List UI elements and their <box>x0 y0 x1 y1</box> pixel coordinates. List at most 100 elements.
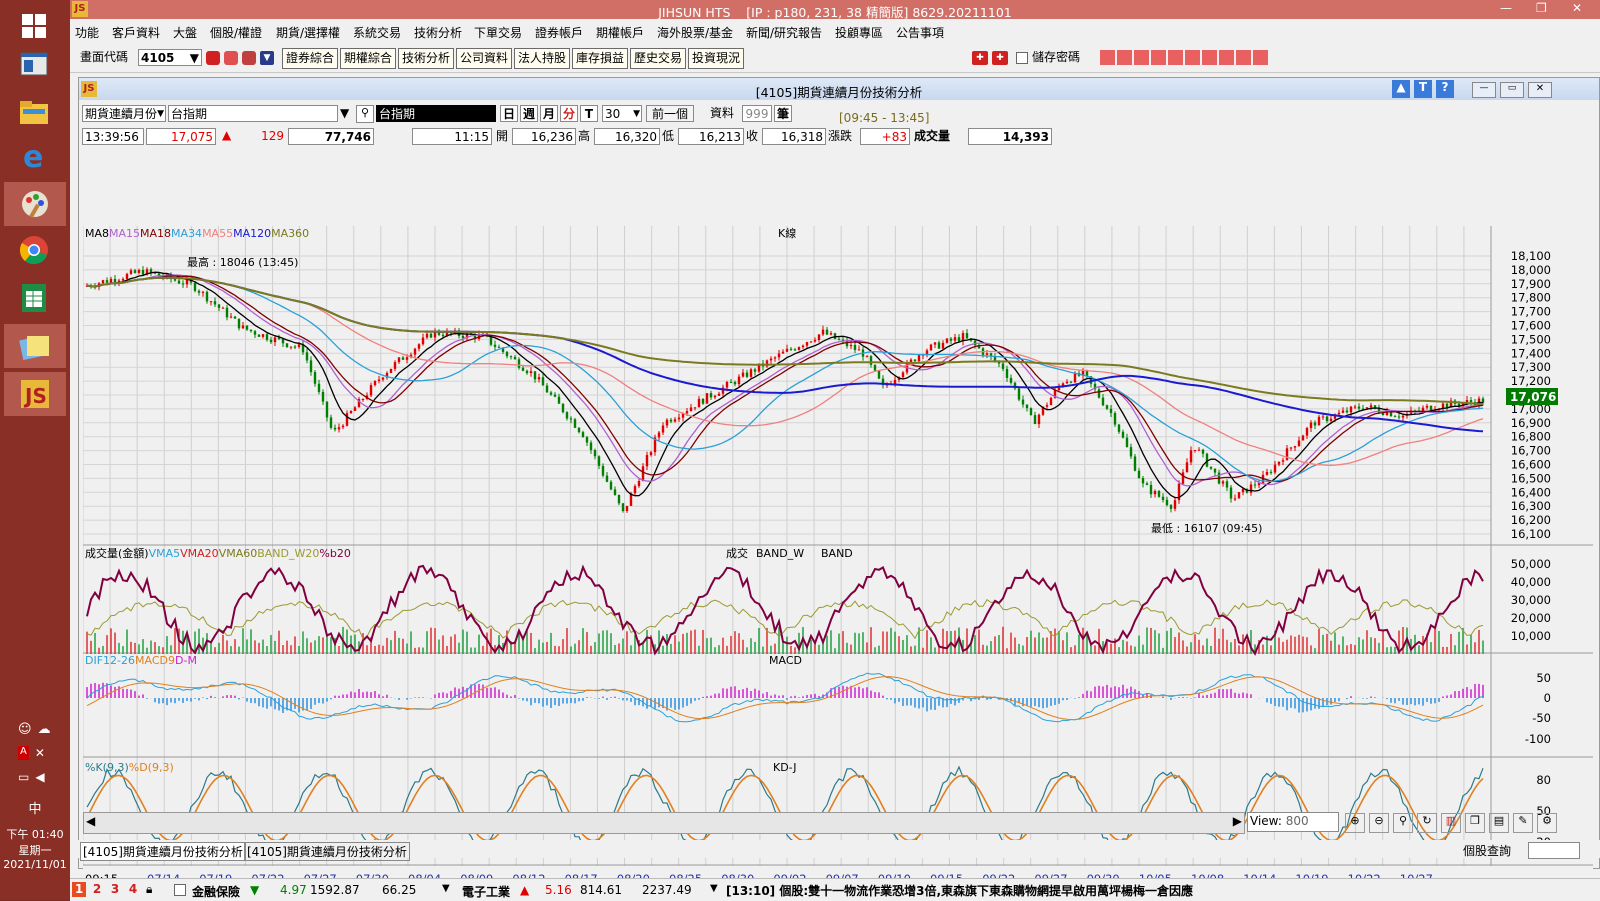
chevron-down-icon[interactable]: ▼ <box>710 883 718 894</box>
bottom-tab-2[interactable]: [4105]期貨連續月份技術分析 <box>244 842 410 861</box>
data-count-input[interactable]: 999 <box>742 105 772 122</box>
help-question-icon[interactable]: ? <box>1436 80 1454 98</box>
speaker-muted-icon[interactable]: ◀ <box>35 770 45 784</box>
menu-futures-options[interactable]: 期貨/選擇權 <box>276 26 341 40</box>
menu-securities-account[interactable]: 證券帳戶 <box>535 26 584 40</box>
interval-select[interactable]: 30 ▼ <box>602 105 642 122</box>
restore-icon[interactable]: ❐ <box>1536 1 1547 15</box>
sticky-notes-icon[interactable] <box>4 324 66 368</box>
period-week-button[interactable]: 週 <box>520 105 538 122</box>
menu-announcements[interactable]: 公告事項 <box>896 26 945 40</box>
text-icon[interactable] <box>1168 50 1183 65</box>
ime-indicator[interactable]: 中 <box>28 802 42 817</box>
minus-red-icon[interactable]: ✚ <box>992 51 1008 65</box>
window-red-icon[interactable] <box>224 51 238 65</box>
export-icon[interactable] <box>1253 50 1268 65</box>
spreadsheet-icon[interactable] <box>12 278 56 318</box>
ticker-page-4[interactable]: 4 <box>128 882 138 896</box>
menu-stock-warrant[interactable]: 個股/權證 <box>210 26 263 40</box>
chrome-icon[interactable] <box>12 230 56 270</box>
company-info-button[interactable]: 公司資料 <box>456 48 512 69</box>
arrow-up-icon[interactable]: ▲ <box>1392 80 1410 98</box>
trade-history-button[interactable]: 歷史交易 <box>630 48 686 69</box>
doc-close-icon[interactable]: ✕ <box>1528 82 1552 98</box>
dropdown-blue-icon[interactable]: ▼ <box>260 51 274 65</box>
lock-icon[interactable]: 🔒︎ <box>146 882 153 896</box>
ticker-news[interactable]: [13:10] 個股:雙十一物流作業恐增3倍,東森旗下東森購物網提早啟用萬坪楊梅… <box>726 884 1194 898</box>
ticker-checkbox[interactable] <box>174 884 186 896</box>
menu-futures-account[interactable]: 期權帳戶 <box>596 26 645 40</box>
inventory-pnl-button[interactable]: 庫存損益 <box>572 48 628 69</box>
table-icon[interactable] <box>1151 50 1166 65</box>
doc-restore-icon[interactable]: ▭ <box>1500 82 1524 98</box>
save-password-checkbox[interactable] <box>1016 52 1028 64</box>
copy-icon[interactable]: ❐ <box>1465 813 1485 833</box>
chart-icon[interactable] <box>1117 50 1132 65</box>
draw-pencil-icon[interactable]: ✎ <box>1513 813 1533 833</box>
file-explorer-icon[interactable] <box>12 92 56 132</box>
tech-analysis-button[interactable]: 技術分析 <box>398 48 454 69</box>
internet-explorer-icon[interactable]: e <box>12 136 56 176</box>
list-icon[interactable] <box>1134 50 1149 65</box>
zoom-out-icon[interactable]: ⊖ <box>1369 813 1389 833</box>
text-tool-icon[interactable]: T <box>1414 80 1432 98</box>
menu-overseas[interactable]: 海外股票/基金 <box>657 26 734 40</box>
indicator-icon[interactable]: ▥ <box>1441 813 1461 833</box>
network-off-icon[interactable]: ✕ <box>34 746 45 760</box>
menu-advisory[interactable]: 投顧專區 <box>835 26 884 40</box>
menu-market[interactable]: 大盤 <box>173 26 198 40</box>
pen-icon[interactable] <box>1100 50 1115 65</box>
chevron-down-icon[interactable]: ▼ <box>189 51 199 65</box>
layout-icon[interactable]: ▤ <box>1489 813 1509 833</box>
data-unit-button[interactable]: 筆 <box>774 105 792 122</box>
search-red-icon[interactable] <box>206 51 220 65</box>
chart-area[interactable]: MA8MA15MA18MA34MA55MA120MA360 K線 成交量(金額)… <box>82 226 1593 886</box>
minimize-icon[interactable]: — <box>1500 1 1512 15</box>
period-tick-button[interactable]: T <box>580 105 598 122</box>
period-day-button[interactable]: 日 <box>500 105 518 122</box>
paint-app-icon[interactable] <box>4 182 66 226</box>
securities-summary-button[interactable]: 證券綜合 <box>282 48 338 69</box>
horizontal-scrollbar[interactable]: ◀ ▶ <box>83 812 1245 834</box>
magnifier-icon[interactable]: ⚲ <box>356 105 374 123</box>
scroll-left-icon[interactable]: ◀ <box>86 814 96 828</box>
help-icon[interactable] <box>1236 50 1251 65</box>
display-icon[interactable]: ▭ <box>18 770 30 784</box>
window-app-icon[interactable] <box>12 44 56 84</box>
institutional-holdings-button[interactable]: 法人持股 <box>514 48 570 69</box>
image-icon[interactable] <box>1185 50 1200 65</box>
prev-button[interactable]: 前一個 <box>646 105 694 122</box>
adobe-icon[interactable]: A <box>18 746 29 760</box>
menu-news-research[interactable]: 新聞/研究報告 <box>746 26 823 40</box>
person-icon[interactable]: ☺ <box>18 722 32 737</box>
ticker-page-1[interactable]: 1 <box>72 882 86 897</box>
plus-red-icon[interactable]: ✚ <box>972 51 988 65</box>
settings-gear-icon[interactable]: ⚙ <box>1537 813 1557 833</box>
doc-minimize-icon[interactable]: — <box>1472 82 1496 98</box>
menu-system-trade[interactable]: 系統交易 <box>353 26 402 40</box>
menu-function[interactable]: 功能 <box>75 26 100 40</box>
mode-select[interactable]: 期貨連續月份 ▼ <box>82 105 166 122</box>
close-icon[interactable]: ✕ <box>1572 1 1583 15</box>
ticker-page-3[interactable]: 3 <box>110 882 120 896</box>
menu-tech-analysis[interactable]: 技術分析 <box>414 26 463 40</box>
period-month-button[interactable]: 月 <box>540 105 558 122</box>
windows-start-icon[interactable] <box>12 6 56 46</box>
futures-summary-button[interactable]: 期權綜合 <box>340 48 396 69</box>
jihsun-hts-icon[interactable]: JS <box>4 372 66 416</box>
period-minute-button[interactable]: 分 <box>560 105 578 122</box>
edit-icon[interactable] <box>1219 50 1234 65</box>
view-zoom-field[interactable]: View: 800 <box>1247 812 1339 832</box>
scroll-right-icon[interactable]: ▶ <box>1232 814 1242 828</box>
screen-code-input[interactable]: 4105 ▼ <box>138 49 202 66</box>
technical-chart-svg[interactable]: MA8MA15MA18MA34MA55MA120MA360 K線 成交量(金額)… <box>82 226 1593 886</box>
refresh-icon[interactable]: ↻ <box>1417 813 1437 833</box>
dropdown-arrow-icon[interactable]: ▼ <box>340 106 350 120</box>
chevron-down-icon[interactable]: ▼ <box>442 883 450 894</box>
tool-icon[interactable] <box>1202 50 1217 65</box>
ticker-page-2[interactable]: 2 <box>90 882 104 897</box>
zoom-in-icon[interactable]: ⊕ <box>1345 813 1365 833</box>
bottom-tab-1[interactable]: [4105]期貨連續月份技術分析 <box>80 842 246 861</box>
menu-order[interactable]: 下單交易 <box>474 26 523 40</box>
chevron-down-icon[interactable]: ▼ <box>157 109 164 119</box>
